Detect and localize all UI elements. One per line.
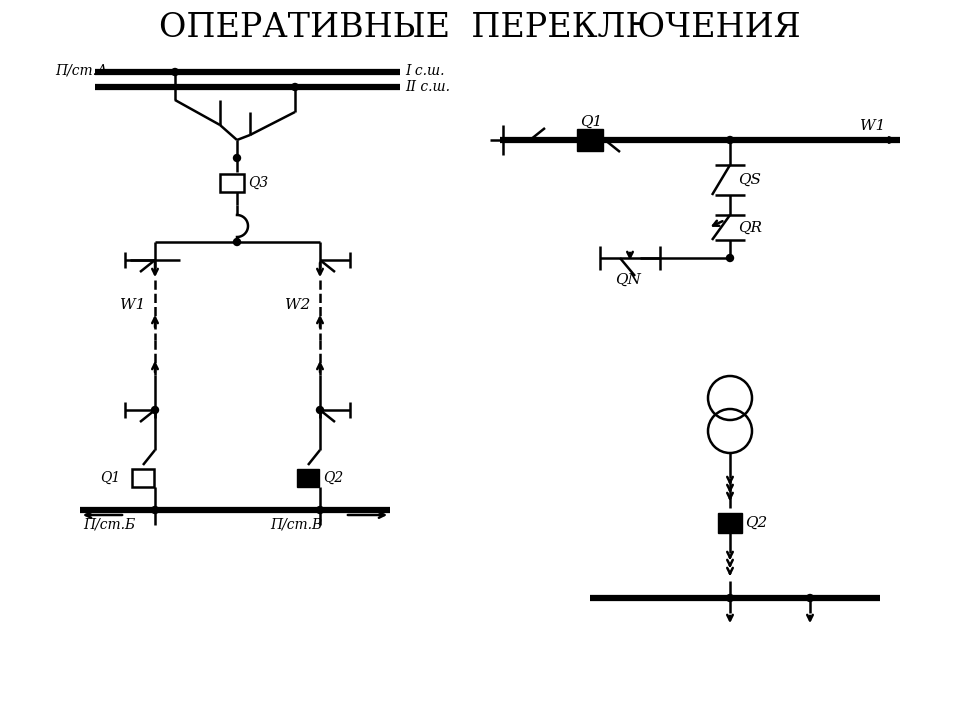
Text: Q2: Q2 — [323, 471, 344, 485]
Circle shape — [727, 254, 733, 261]
Circle shape — [317, 407, 324, 413]
Text: QN: QN — [615, 273, 641, 287]
Circle shape — [727, 137, 733, 143]
Text: Q1: Q1 — [100, 471, 120, 485]
Text: QS: QS — [738, 173, 761, 187]
Text: W1: W1 — [120, 298, 145, 312]
Text: W1: W1 — [860, 119, 885, 133]
Text: W2: W2 — [285, 298, 310, 312]
Circle shape — [233, 155, 241, 161]
Circle shape — [317, 506, 324, 513]
Text: Q1: Q1 — [580, 115, 602, 129]
Text: I с.ш.: I с.ш. — [405, 64, 444, 78]
Circle shape — [727, 595, 733, 601]
Text: Q2: Q2 — [745, 516, 767, 530]
Circle shape — [152, 407, 158, 413]
Text: ОПЕРАТИВНЫЕ  ПЕРЕКЛЮЧЕНИЯ: ОПЕРАТИВНЫЕ ПЕРЕКЛЮЧЕНИЯ — [159, 12, 801, 44]
Text: Q3: Q3 — [248, 176, 268, 190]
Circle shape — [152, 506, 158, 513]
Text: II с.ш.: II с.ш. — [405, 80, 450, 94]
Circle shape — [292, 84, 299, 91]
Bar — [132, 469, 154, 487]
Circle shape — [172, 68, 179, 76]
Circle shape — [806, 595, 813, 601]
Bar — [718, 513, 742, 533]
Circle shape — [233, 238, 241, 246]
Bar — [297, 469, 319, 487]
Text: П/ст.Б: П/ст.Б — [83, 518, 135, 532]
Bar — [220, 174, 244, 192]
Text: П/ст.А: П/ст.А — [55, 63, 108, 77]
Text: П/ст.В: П/ст.В — [270, 518, 323, 532]
Text: QR: QR — [738, 221, 762, 235]
Bar — [577, 129, 603, 151]
